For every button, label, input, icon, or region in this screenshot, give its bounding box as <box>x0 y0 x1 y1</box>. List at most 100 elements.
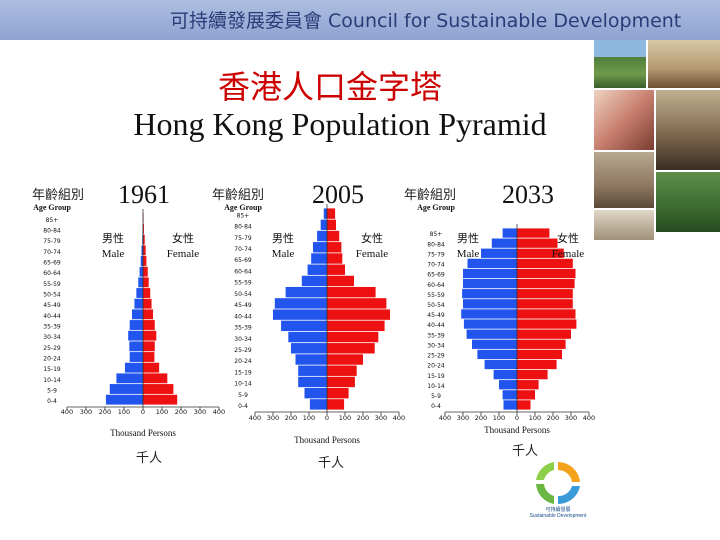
age-group-caption-2033: 年齡組別 <box>404 188 457 203</box>
bar-female-1961-9 <box>143 309 154 320</box>
age-tick-1961-9: 40-44 <box>43 313 61 320</box>
bar-female-2005-12 <box>327 343 375 354</box>
bar-female-1961-5 <box>143 266 148 277</box>
photo-mountain-landscape <box>594 40 646 88</box>
male-label-en-2033: Male <box>457 248 480 260</box>
bar-male-2005-5 <box>307 264 327 275</box>
age-tick-2033-12: 25-29 <box>427 353 445 360</box>
bar-male-2005-16 <box>304 387 327 399</box>
x-tick-2005-3: 100 <box>303 414 315 422</box>
age-tick-1961-16: 5-9 <box>47 387 57 394</box>
x-tick-2005-2: 200 <box>285 414 297 422</box>
bar-female-2033-9 <box>517 319 577 329</box>
x-tick-1961-5: 100 <box>156 408 168 416</box>
bar-male-2033-16 <box>502 390 517 400</box>
x-tick-2033-2: 200 <box>475 414 487 422</box>
bar-male-1961-15 <box>116 373 143 384</box>
bar-female-1961-11 <box>143 330 157 341</box>
photo-collage <box>592 40 720 240</box>
age-tick-2033-11: 30-34 <box>427 342 445 349</box>
photo-people-walking <box>648 40 720 88</box>
age-tick-2005-1: 80-84 <box>234 224 252 231</box>
bar-female-2033-1 <box>517 238 558 248</box>
bar-female-2033-15 <box>517 380 539 390</box>
bar-female-1961-1 <box>143 224 144 234</box>
title-english: Hong Kong Population Pyramid <box>133 106 547 142</box>
photo-crowd <box>594 152 654 208</box>
age-tick-1961-6: 55-59 <box>43 281 61 288</box>
bar-male-1961-5 <box>139 266 143 277</box>
age-tick-1961-5: 60-64 <box>43 270 61 277</box>
bar-male-2005-3 <box>312 242 327 253</box>
x-axis-title-2033: Thousand Persons <box>484 425 550 435</box>
x-tick-2033-7: 300 <box>565 414 577 422</box>
bar-female-2005-3 <box>327 242 342 253</box>
thousand-caption-2033: 千人 <box>512 444 539 459</box>
photo-children <box>594 90 654 150</box>
bar-male-2033-17 <box>503 400 517 410</box>
bar-female-2005-10 <box>327 320 385 332</box>
bar-male-1961-4 <box>140 256 143 266</box>
logo-caption-en: Sustainable Development <box>529 513 587 519</box>
x-tick-1961-8: 400 <box>213 408 225 416</box>
sustainable-development-logo <box>536 461 580 505</box>
age-tick-2005-12: 25-29 <box>234 347 252 354</box>
age-tick-2005-14: 15-19 <box>234 369 252 376</box>
header-bar: 可持續發展委員會 Council for Sustainable Develop… <box>0 0 720 40</box>
x-tick-1961-3: 100 <box>118 408 130 416</box>
photo-group <box>656 90 720 170</box>
bar-female-2033-16 <box>517 390 535 400</box>
bar-male-2005-6 <box>301 275 327 287</box>
x-tick-2033-0: 400 <box>439 414 451 422</box>
age-tick-1961-12: 25-29 <box>43 345 61 352</box>
age-tick-2005-13: 20-24 <box>234 358 252 365</box>
bar-male-2005-13 <box>295 354 327 365</box>
male-label-en-2005: Male <box>272 248 295 260</box>
title-chinese: 香港人口金字塔 <box>217 68 442 106</box>
age-tick-2033-13: 20-24 <box>427 363 445 370</box>
y-axis-title-2005: Age Group <box>224 203 262 212</box>
age-tick-2033-15: 10-14 <box>427 383 445 390</box>
bar-male-2033-15 <box>499 380 517 390</box>
bar-male-2005-11 <box>288 331 327 343</box>
bar-female-2033-8 <box>517 309 576 319</box>
age-tick-1961-17: 0-4 <box>47 398 57 405</box>
year-label-2033: 2033 <box>502 180 554 209</box>
bar-female-2033-14 <box>517 369 548 380</box>
age-tick-2005-16: 5-9 <box>238 392 248 399</box>
x-tick-2005-0: 400 <box>249 414 261 422</box>
bar-male-2005-15 <box>298 376 327 388</box>
x-tick-2005-7: 300 <box>375 414 387 422</box>
bar-female-2005-14 <box>327 365 357 376</box>
bar-female-2033-6 <box>517 289 573 299</box>
bar-female-1961-10 <box>143 320 155 330</box>
bar-female-1961-17 <box>143 394 178 405</box>
bar-female-2033-17 <box>517 400 531 410</box>
bar-male-2033-13 <box>484 359 517 370</box>
bar-female-2005-5 <box>327 264 345 275</box>
bar-female-2005-9 <box>327 309 390 320</box>
age-tick-2005-4: 65-69 <box>234 257 252 264</box>
bar-female-2033-11 <box>517 339 566 349</box>
bar-male-1961-10 <box>129 320 143 330</box>
bar-male-2005-2 <box>317 230 327 242</box>
bar-female-1961-14 <box>143 362 160 373</box>
bar-male-1961-14 <box>124 362 143 373</box>
bar-male-2033-2 <box>481 248 517 258</box>
bar-female-2033-3 <box>517 258 573 269</box>
bar-male-2033-11 <box>472 339 517 349</box>
y-axis-title-1961: Age Group <box>33 203 71 212</box>
age-tick-2033-14: 15-19 <box>427 373 445 380</box>
age-group-caption-2005: 年齡組別 <box>212 188 265 203</box>
bar-male-1961-13 <box>129 352 143 362</box>
age-tick-1961-2: 75-79 <box>43 238 61 245</box>
age-tick-2033-1: 80-84 <box>427 241 445 248</box>
age-tick-2005-10: 35-39 <box>234 325 252 332</box>
bar-female-2005-17 <box>327 399 345 410</box>
x-axis-title-1961: Thousand Persons <box>110 428 176 438</box>
bar-female-1961-7 <box>143 288 151 298</box>
logo-caption: 可持續發展 Sustainable Development <box>520 507 596 519</box>
bar-male-2033-14 <box>493 369 517 380</box>
bar-male-2005-8 <box>274 298 327 309</box>
